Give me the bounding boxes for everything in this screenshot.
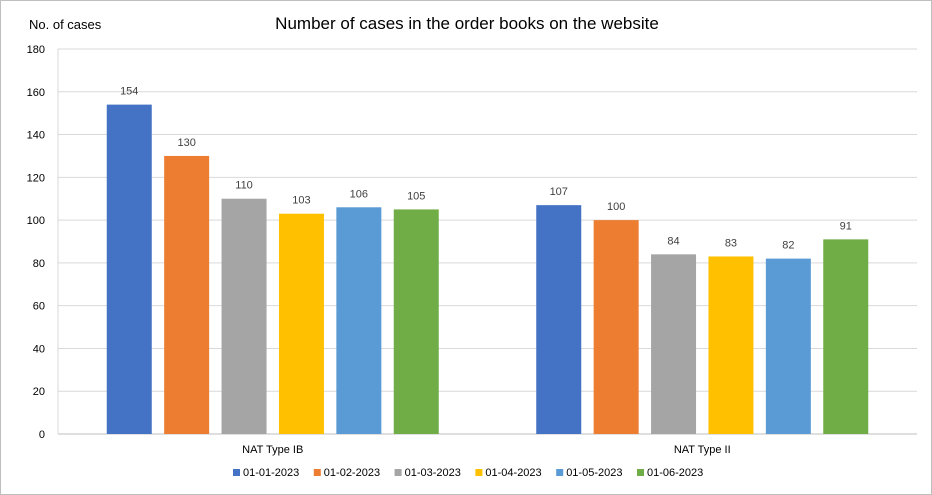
category-label: NAT Type IB [242,444,303,456]
data-label: 100 [607,201,625,213]
y-tick-label: 60 [33,301,45,313]
bar-01-05-2023-nat-type-ib [336,207,382,434]
y-tick-label: 80 [33,258,45,270]
data-label: 103 [292,195,310,207]
data-label: 154 [120,86,138,98]
legend-swatch [556,469,564,476]
legend-swatch [313,469,321,476]
data-label: 106 [350,188,368,200]
bar-01-05-2023-nat-type-ii [765,258,811,434]
bar-01-04-2023-nat-type-ii [708,256,754,434]
data-label: 107 [550,186,568,198]
data-label: 110 [235,180,253,192]
y-tick-label: 160 [27,87,45,99]
chart-title: Number of cases in the order books on th… [275,14,659,33]
y-tick-label: 180 [27,44,45,56]
bar-01-01-2023-nat-type-ii [536,205,582,434]
legend-swatch [233,469,240,476]
data-label: 84 [667,235,679,247]
legend-swatch [394,469,402,476]
legend-label: 01-02-2023 [324,467,380,479]
bars [106,104,869,434]
legend-label: 01-05-2023 [566,467,622,479]
bar-01-04-2023-nat-type-ib [278,213,324,434]
y-tick-label: 40 [33,343,45,355]
legend-label: 01-03-2023 [405,467,461,479]
bar-01-02-2023-nat-type-ib [164,155,210,434]
legend-label: 01-01-2023 [243,467,299,479]
category-label: NAT Type II [674,444,731,456]
x-axis-categories: NAT Type IB NAT Type II [242,444,731,456]
data-label: 82 [782,240,794,252]
y-tick-label: 0 [39,429,45,441]
data-label: 105 [407,190,425,202]
y-tick-label: 120 [27,172,45,184]
y-tick-label: 140 [27,130,45,142]
legend-swatch [637,469,644,476]
bar-01-01-2023-nat-type-ib [106,104,152,434]
data-label: 91 [840,220,852,232]
legend-swatch [475,469,483,476]
bar-01-06-2023-nat-type-ib [393,209,439,434]
bar-01-03-2023-nat-type-ii [651,254,697,434]
y-tick-label: 20 [33,386,45,398]
data-labels: 154 130 110 103 106 105 107 100 84 83 82 91 [120,86,852,252]
bar-01-03-2023-nat-type-ib [221,198,267,434]
bar-01-02-2023-nat-type-ii [593,220,639,434]
y-axis-label: No. of cases [29,17,102,32]
legend: 01-01-2023 01-02-2023 01-03-2023 01-04-2023… [233,467,703,479]
y-axis-ticks: 0 20 40 60 80 100 120 140 160 180 [27,44,45,441]
legend-label: 01-06-2023 [647,467,703,479]
y-tick-label: 100 [27,215,45,227]
bar-01-06-2023-nat-type-ii [823,239,869,434]
data-label: 130 [177,137,195,149]
legend-label: 01-04-2023 [485,467,541,479]
data-label: 83 [725,237,737,249]
